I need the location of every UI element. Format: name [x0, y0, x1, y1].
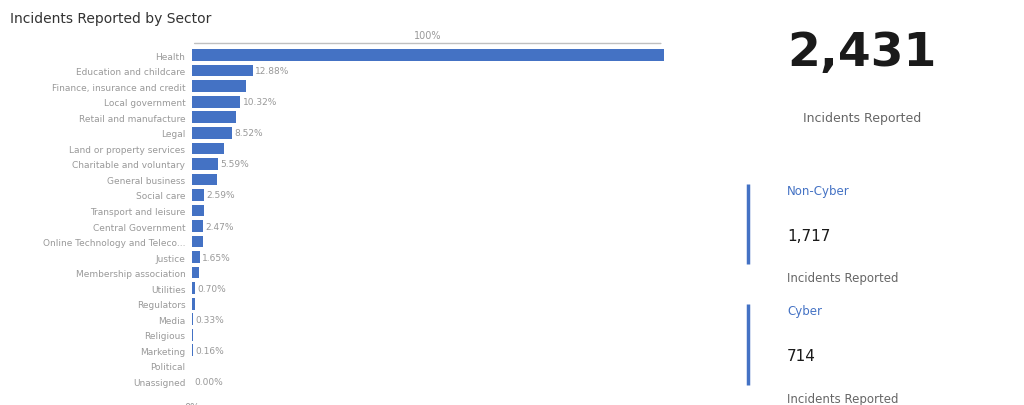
Text: Incidents Reported by Sector: Incidents Reported by Sector — [10, 12, 212, 26]
Text: 2,431: 2,431 — [787, 31, 936, 76]
Bar — [191, 143, 224, 155]
Text: 0.16%: 0.16% — [195, 346, 223, 355]
Bar — [191, 112, 237, 124]
Bar — [191, 329, 194, 341]
Bar — [191, 159, 218, 170]
Bar — [191, 205, 204, 217]
Bar — [191, 313, 194, 325]
Bar — [191, 50, 664, 62]
Bar — [191, 236, 203, 248]
Bar — [191, 190, 204, 201]
Text: 2.47%: 2.47% — [206, 222, 234, 231]
Text: 2.59%: 2.59% — [207, 191, 234, 200]
Bar — [191, 267, 200, 279]
Text: 0.33%: 0.33% — [196, 315, 224, 324]
Text: 1,717: 1,717 — [787, 228, 830, 243]
Text: 0.70%: 0.70% — [198, 284, 226, 293]
Text: Incidents Reported: Incidents Reported — [787, 272, 898, 285]
Bar — [191, 283, 196, 294]
Bar — [191, 298, 195, 310]
Text: 8.52%: 8.52% — [234, 129, 263, 138]
Text: 12.88%: 12.88% — [255, 67, 290, 76]
Bar — [191, 221, 204, 232]
Text: Incidents Reported: Incidents Reported — [803, 111, 921, 124]
Text: Cyber: Cyber — [787, 305, 822, 318]
Bar — [191, 174, 217, 186]
Bar — [191, 128, 232, 139]
Text: Incidents Reported: Incidents Reported — [787, 392, 898, 405]
Bar — [191, 66, 253, 77]
Bar — [191, 81, 246, 93]
Text: 1.65%: 1.65% — [202, 253, 230, 262]
Text: 714: 714 — [787, 348, 816, 363]
Text: 5.59%: 5.59% — [220, 160, 249, 169]
Text: 100%: 100% — [414, 31, 441, 41]
Text: Non-Cyber: Non-Cyber — [787, 184, 850, 197]
Text: 0.00%: 0.00% — [195, 377, 223, 386]
Bar — [191, 97, 241, 108]
Bar — [191, 252, 200, 263]
Text: 10.32%: 10.32% — [243, 98, 278, 107]
